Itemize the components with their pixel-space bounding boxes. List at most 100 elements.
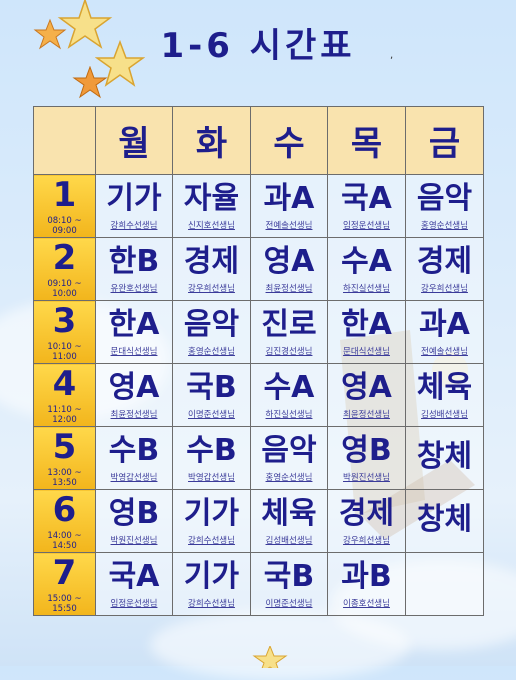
subject: 국A (341, 181, 392, 216)
teacher: 하진실선생님 (343, 284, 390, 294)
teacher: 박영갑선생님 (188, 473, 235, 483)
class-cell: 과B 이종호선생님 (327, 552, 406, 616)
day-header: 화 (172, 106, 251, 175)
period-cell: 3 10:10 ~ 11:00 (33, 300, 96, 364)
subject: 영B (341, 433, 392, 468)
teacher: 김성배선생님 (421, 410, 468, 420)
teacher: 전예솔선생님 (421, 347, 468, 357)
day-header: 수 (250, 106, 328, 175)
teacher: 문대식선생님 (343, 347, 390, 357)
class-cell: 국B 이명준선생님 (172, 363, 251, 427)
class-cell: 한B 유완호선생님 (95, 237, 173, 301)
teacher: 홍영순선생님 (188, 347, 235, 357)
subject: 창체 (416, 439, 473, 474)
subject: 경제 (183, 244, 240, 279)
teacher: 강희수선생님 (188, 536, 235, 546)
subject: 국B (263, 559, 315, 594)
subject: 수A (263, 370, 315, 405)
class-cell: 영B 박원진선생님 (327, 426, 406, 490)
period-number: 4 (52, 364, 77, 404)
star-decoration-icon (33, 0, 113, 50)
period-row: 6 14:00 ~ 14:50 영B 박원진선생님 기가 강희수선생님 체육 김성배선생… (33, 489, 484, 553)
subject: 수B (108, 433, 160, 468)
subject: 음악 (261, 433, 317, 468)
corner-cell (33, 106, 96, 175)
star-decoration-icon (95, 40, 145, 87)
subject: 기가 (183, 496, 240, 531)
day-header: 금 (405, 106, 484, 175)
subject: 한A (108, 307, 160, 342)
period-time: 08:10 ~ 09:00 (47, 216, 82, 236)
day-label: 목 (350, 124, 383, 164)
period-number: 1 (52, 175, 77, 215)
subject: 한B (108, 244, 160, 279)
subject: 음악 (416, 181, 473, 216)
period-row: 2 09:10 ~ 10:00 한B 유완호선생님 경제 강우희선생님 영A 최윤정선생… (33, 237, 484, 301)
subject: 체육 (416, 370, 473, 405)
cloud-decoration (150, 610, 410, 680)
subject: 창체 (416, 502, 473, 537)
page-title: 1-6 시간표 (160, 26, 356, 66)
subject: 경제 (416, 244, 473, 279)
class-cell (405, 552, 484, 616)
day-header: 목 (327, 106, 406, 175)
subject: 자율 (183, 181, 240, 216)
teacher: 홍영순선생님 (421, 221, 468, 231)
teacher: 강희수선생님 (188, 599, 235, 609)
subject: 국B (186, 370, 237, 405)
day-label: 수 (273, 124, 305, 164)
period-cell: 6 14:00 ~ 14:50 (33, 489, 96, 553)
class-cell: 국A 임정운선생님 (327, 174, 406, 238)
period-time: 09:10 ~ 10:00 (47, 279, 82, 299)
teacher: 강희수선생님 (110, 221, 158, 231)
class-cell: 음악 홍영순선생님 (250, 426, 328, 490)
subject: 음악 (183, 307, 240, 342)
period-row: 4 11:10 ~ 12:00 영A 최윤정선생님 국B 이명준선생님 수A 하진실선생… (33, 363, 484, 427)
class-cell: 체육 김성배선생님 (250, 489, 328, 553)
day-label: 월 (118, 124, 150, 164)
teacher: 박원진선생님 (110, 536, 158, 546)
day-header: 월 (95, 106, 173, 175)
class-cell: 국A 임정운선생님 (95, 552, 173, 616)
teacher: 최윤정선생님 (343, 410, 390, 420)
class-cell: 한A 문대식선생님 (95, 300, 173, 364)
teacher: 최윤정선생님 (110, 410, 158, 420)
teacher: 박영갑선생님 (110, 473, 158, 483)
teacher: 임정운선생님 (110, 599, 158, 609)
subject: 기가 (183, 559, 240, 594)
subject: 국A (108, 559, 160, 594)
star-decoration-icon (72, 66, 108, 99)
subject: 과B (341, 559, 392, 594)
class-cell: 과A 전예솔선생님 (250, 174, 328, 238)
teacher: 김진경선생님 (265, 347, 313, 357)
period-time: 13:00 ~ 13:50 (47, 468, 82, 488)
period-cell: 1 08:10 ~ 09:00 (33, 174, 96, 238)
class-cell: 수B 박영갑선생님 (172, 426, 251, 490)
period-number: 6 (52, 490, 77, 530)
subject: 수A (341, 244, 392, 279)
class-cell: 영A 최윤정선생님 (95, 363, 173, 427)
star-decoration-icon (252, 646, 288, 668)
period-number: 5 (52, 427, 77, 467)
period-time: 15:00 ~ 15:50 (47, 594, 82, 614)
subject: 진로 (261, 307, 317, 342)
teacher: 전예솔선생님 (265, 221, 313, 231)
teacher: 이명준선생님 (265, 599, 313, 609)
period-row: 5 13:00 ~ 13:50 수B 박영갑선생님 수B 박영갑선생님 음악 홍영순선생… (33, 426, 484, 490)
subject: 영A (263, 244, 315, 279)
period-number: 7 (52, 553, 77, 593)
teacher: 이종호선생님 (343, 599, 390, 609)
teacher: 이명준선생님 (188, 410, 235, 420)
teacher: 박원진선생님 (343, 473, 390, 483)
class-cell: 수A 하진실선생님 (327, 237, 406, 301)
period-number: 3 (52, 301, 77, 341)
class-cell: 수B 박영갑선생님 (95, 426, 173, 490)
subject: 기가 (106, 181, 162, 216)
teacher: 강우희선생님 (188, 284, 235, 294)
class-cell: 수A 하진실선생님 (250, 363, 328, 427)
subject: 체육 (261, 496, 317, 531)
class-cell: 창체 (405, 426, 484, 490)
